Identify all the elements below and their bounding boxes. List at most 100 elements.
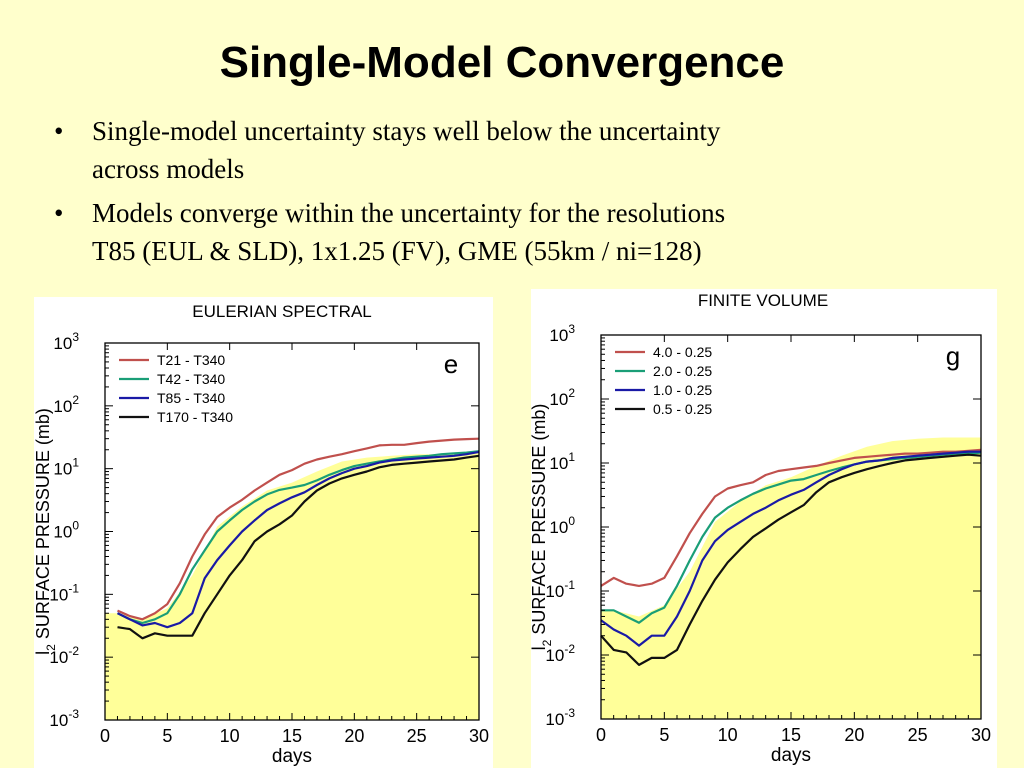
y-tick-exp: 3 (568, 322, 575, 336)
y-tick-exp: 3 (72, 330, 79, 344)
y-tick-exp: -1 (68, 581, 79, 595)
series-line-0 (117, 437, 480, 621)
y-label-main: l (34, 651, 53, 655)
y-tick-base: 10 (545, 646, 564, 665)
y-tick-label: 103 (549, 322, 575, 345)
y-tick-label: 102 (53, 393, 79, 416)
bullet-list: • Single-model uncertainty stays well be… (52, 112, 952, 276)
y-tick-label: 100 (549, 514, 575, 537)
y-tick-base: 10 (549, 518, 568, 537)
x-tick-label: 25 (908, 725, 928, 745)
y-tick-base: 10 (549, 326, 568, 345)
legend-label: T21 - T340 (157, 352, 225, 368)
y-tick-base: 10 (49, 585, 68, 604)
x-axis-label: days (771, 745, 811, 766)
x-tick-label: 10 (718, 725, 738, 745)
slide-title: Single-Model Convergence (219, 38, 785, 87)
x-tick-label: 30 (971, 725, 991, 745)
legend-label: 1.0 - 0.25 (653, 382, 712, 398)
y-tick-base: 10 (53, 397, 72, 416)
y-tick-base: 10 (53, 523, 72, 542)
bullet-line: across models (92, 154, 245, 184)
y-tick-base: 10 (53, 334, 72, 353)
legend-label: 4.0 - 0.25 (653, 344, 712, 360)
y-tick-base: 10 (549, 454, 568, 473)
y-tick-base: 10 (53, 460, 72, 479)
y-tick-exp: -3 (564, 706, 575, 720)
chart-title: EULERIAN SPECTRAL (192, 302, 372, 321)
y-tick-label: 10-2 (49, 644, 79, 667)
uncertainty-band (105, 452, 479, 720)
x-tick-label: 20 (844, 725, 864, 745)
series-line-2 (117, 450, 480, 629)
y-label-sub: 2 (44, 644, 58, 651)
y-tick-label: 103 (53, 330, 79, 353)
y-label-rest: SURFACE PRESSURE (mb) (531, 404, 549, 640)
y-tick-exp: 2 (568, 386, 575, 400)
y-axis-label: l2 SURFACE PRESSURE (mb) (531, 404, 554, 651)
y-tick-exp: -3 (68, 707, 79, 721)
y-label-sub: 2 (540, 639, 554, 646)
y-tick-label: 101 (53, 456, 79, 479)
y-tick-label: 101 (549, 450, 575, 473)
y-tick-base: 10 (545, 710, 564, 729)
x-tick-label: 25 (407, 726, 427, 746)
y-tick-label: 10-1 (545, 578, 575, 601)
bullet-line: Single-model uncertainty stays well belo… (92, 116, 721, 146)
bullet-item: • Models converge within the uncertainty… (52, 194, 952, 270)
chart-panel-finite-volume: FINITE VOLUME 0 5 10 15 20 25 30 10-3 10-2 10-1 100… (531, 289, 997, 768)
y-tick-base: 10 (49, 648, 68, 667)
x-tick-label: 15 (781, 725, 801, 745)
y-axis-label: l2 SURFACE PRESSURE (mb) (34, 408, 58, 655)
series-line-3 (600, 453, 982, 666)
panel-letter: g (946, 341, 960, 371)
y-tick-exp: -2 (68, 644, 79, 658)
y-tick-label: 10-2 (545, 642, 575, 665)
x-tick-label: 5 (162, 726, 172, 746)
legend-label: T85 - T340 (157, 390, 225, 406)
uncertainty-band (601, 437, 981, 719)
y-tick-exp: 0 (72, 519, 79, 533)
series-line-3 (117, 454, 480, 640)
y-tick-exp: -1 (564, 578, 575, 592)
series-line-0 (600, 448, 982, 587)
x-tick-label: 0 (596, 725, 606, 745)
y-tick-label: 10-3 (545, 706, 575, 729)
legend-label: 0.5 - 0.25 (653, 401, 712, 417)
y-tick-base: 10 (545, 582, 564, 601)
y-tick-exp: 1 (568, 450, 575, 464)
legend-label: T170 - T340 (157, 409, 233, 425)
y-tick-label: 10-3 (49, 707, 79, 730)
y-tick-exp: 2 (72, 393, 79, 407)
x-tick-label: 0 (100, 726, 110, 746)
x-tick-label: 20 (344, 726, 364, 746)
panel-letter: e (444, 349, 458, 379)
bullet-dot: • (54, 116, 64, 146)
y-tick-exp: -2 (564, 642, 575, 656)
legend-label: 2.0 - 0.25 (653, 363, 712, 379)
x-tick-label: 15 (282, 726, 302, 746)
y-tick-base: 10 (549, 390, 568, 409)
x-tick-label: 5 (659, 725, 669, 745)
bullet-line: T85 (EUL & SLD), 1x1.25 (FV), GME (55km … (92, 236, 702, 266)
series-line-1 (117, 450, 480, 625)
x-axis-label: days (272, 746, 312, 767)
y-tick-exp: 1 (72, 456, 79, 470)
bullet-dot: • (54, 198, 64, 228)
y-label-main: l (531, 646, 549, 650)
y-tick-label: 100 (53, 519, 79, 542)
y-label-rest: SURFACE PRESSURE (mb) (34, 408, 53, 644)
y-tick-label: 10-1 (49, 581, 79, 604)
x-tick-label: 30 (469, 726, 489, 746)
legend-label: T42 - T340 (157, 371, 225, 387)
series-line-2 (600, 450, 981, 647)
y-tick-exp: 0 (568, 514, 575, 528)
bullet-item: • Single-model uncertainty stays well be… (52, 112, 952, 188)
chart-title: FINITE VOLUME (698, 291, 828, 310)
x-tick-label: 10 (220, 726, 240, 746)
bullet-line: Models converge within the uncertainty f… (92, 198, 726, 228)
chart-panel-eulerian: EULERIAN SPECTRAL 0 5 10 15 20 25 30 10-3 10-2 10-… (34, 297, 493, 768)
y-tick-label: 102 (549, 386, 575, 409)
